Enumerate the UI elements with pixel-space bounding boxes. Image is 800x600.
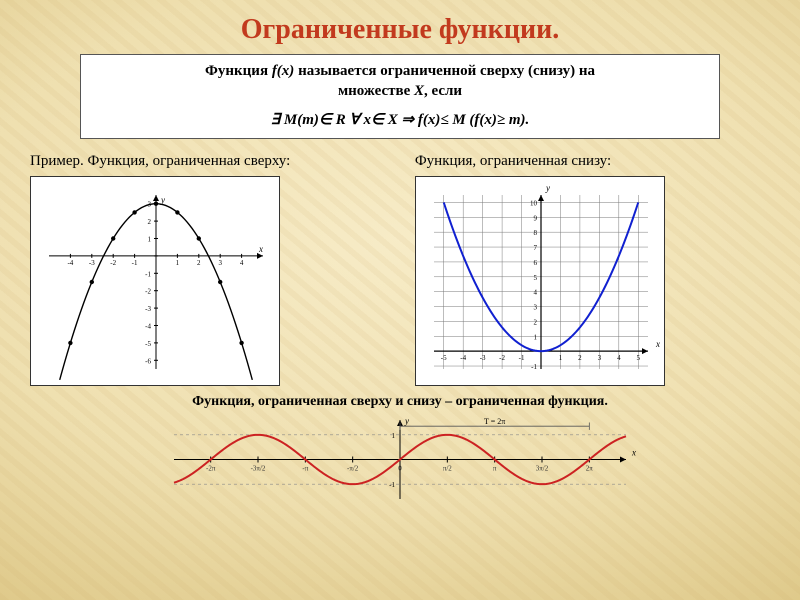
- svg-text:x: x: [631, 447, 636, 457]
- svg-text:y: y: [404, 416, 409, 426]
- def-text: Функция: [205, 63, 272, 79]
- page-title: Ограниченные функции.: [0, 0, 800, 46]
- svg-text:-3: -3: [480, 354, 486, 362]
- both-bounded-caption: Функция, ограниченная сверху и снизу – о…: [0, 394, 800, 410]
- svg-text:-1: -1: [518, 354, 524, 362]
- svg-text:-π/2: -π/2: [347, 464, 359, 472]
- svg-text:-2π: -2π: [206, 464, 216, 472]
- svg-text:3: 3: [597, 354, 601, 362]
- svg-text:T = 2π: T = 2π: [484, 417, 505, 426]
- example-caption-top: Пример. Функция, ограниченная сверху:: [30, 153, 385, 170]
- def-fx: f(x): [272, 63, 295, 79]
- svg-text:-1: -1: [132, 259, 138, 267]
- svg-text:-2: -2: [499, 354, 505, 362]
- definition-line1: Функция f(x) называется ограниченной све…: [93, 61, 707, 81]
- svg-text:10: 10: [530, 199, 538, 207]
- svg-text:1: 1: [533, 333, 537, 341]
- svg-text:-6: -6: [145, 357, 151, 365]
- svg-text:6: 6: [533, 259, 537, 267]
- svg-text:x: x: [258, 244, 263, 254]
- svg-text:4: 4: [240, 259, 244, 267]
- svg-text:2: 2: [197, 259, 201, 267]
- svg-text:-4: -4: [460, 354, 466, 362]
- svg-text:2: 2: [148, 218, 152, 226]
- svg-text:1: 1: [559, 354, 563, 362]
- def-text: множестве: [338, 83, 414, 99]
- svg-text:2: 2: [578, 354, 582, 362]
- svg-text:1: 1: [176, 259, 180, 267]
- svg-text:1: 1: [392, 432, 396, 440]
- definition-box: Функция f(x) называется ограниченной све…: [80, 54, 720, 139]
- svg-text:y: y: [160, 195, 165, 205]
- svg-text:3π/2: 3π/2: [536, 464, 549, 472]
- svg-text:2: 2: [533, 318, 537, 326]
- svg-text:9: 9: [533, 214, 537, 222]
- svg-text:-1: -1: [389, 481, 395, 489]
- svg-text:-1: -1: [531, 363, 537, 371]
- svg-text:π: π: [493, 464, 497, 472]
- svg-text:-3: -3: [145, 305, 151, 313]
- svg-text:5: 5: [636, 354, 640, 362]
- svg-text:-4: -4: [67, 259, 73, 267]
- example-caption-bottom: Функция, ограниченная снизу:: [415, 153, 770, 170]
- chart-bounded-above: -4-3-2-11234-6-5-4-3-2-1123xy: [30, 176, 280, 386]
- svg-text:5: 5: [533, 274, 537, 282]
- svg-text:0: 0: [398, 464, 402, 472]
- svg-text:-3: -3: [89, 259, 95, 267]
- svg-text:1: 1: [148, 235, 152, 243]
- svg-text:8: 8: [533, 229, 537, 237]
- svg-text:7: 7: [533, 244, 537, 252]
- def-X: X: [414, 83, 424, 99]
- svg-text:-1: -1: [145, 270, 151, 278]
- svg-text:4: 4: [617, 354, 621, 362]
- svg-text:-2: -2: [145, 287, 151, 295]
- svg-text:π/2: π/2: [443, 464, 452, 472]
- svg-text:-4: -4: [145, 322, 151, 330]
- svg-text:-5: -5: [145, 340, 151, 348]
- chart-bounded-below: -5 -4 -3 -2 -1 1 2 3 4 5 -1 1 2 3 4 5 6 7 8 9 10 x y: [415, 176, 665, 386]
- svg-text:3: 3: [533, 303, 537, 311]
- svg-text:3: 3: [218, 259, 222, 267]
- svg-text:-5: -5: [441, 354, 447, 362]
- def-text: называется ограниченной сверху (снизу) н…: [294, 63, 595, 79]
- svg-text:x: x: [655, 339, 660, 349]
- svg-text:4: 4: [533, 288, 537, 296]
- chart-sine: -2π -3π/2 -π -π/2 0 π/2 π 3π/2 2π 1 -1 T = 2π x y: [160, 412, 640, 507]
- def-text: , если: [424, 83, 462, 99]
- svg-text:2π: 2π: [586, 464, 594, 472]
- svg-text:-π: -π: [302, 464, 308, 472]
- svg-text:-3π/2: -3π/2: [251, 464, 266, 472]
- definition-line2: множестве X, если: [93, 81, 707, 101]
- definition-formula: ∃ M(m)∈ R ∀ x∈ X ⇒ f(x)≤ M (f(x)≥ m).: [93, 110, 707, 130]
- svg-text:y: y: [545, 183, 550, 193]
- svg-text:-2: -2: [110, 259, 116, 267]
